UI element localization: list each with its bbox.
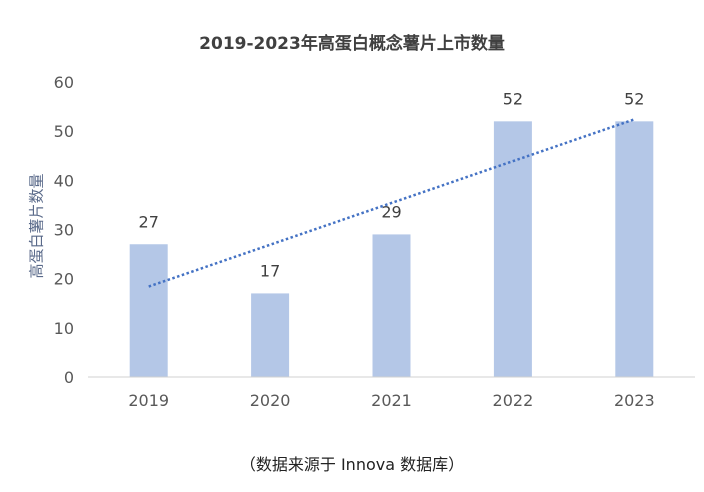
data-label: 52 (503, 89, 523, 108)
data-label: 52 (624, 89, 644, 108)
chart-title: 2019-2023年高蛋白概念薯片上市数量 (199, 34, 505, 54)
x-tick-label: 2023 (614, 391, 655, 410)
source-note: （数据来源于 Innova 数据库） (239, 455, 465, 474)
data-label: 29 (381, 202, 401, 221)
y-tick-label: 60 (54, 73, 74, 92)
bar (129, 244, 168, 377)
y-tick-label: 20 (54, 270, 74, 289)
bar (615, 121, 654, 377)
bar (493, 121, 532, 377)
x-tick-label: 2020 (250, 391, 291, 410)
y-tick-label: 0 (64, 368, 74, 387)
data-label: 27 (139, 212, 159, 231)
x-tick-label: 2019 (128, 391, 169, 410)
y-tick-label: 50 (54, 122, 74, 141)
trendline (148, 118, 635, 288)
y-tick-label: 10 (54, 319, 74, 338)
y-tick-label: 30 (54, 221, 74, 240)
x-tick-label: 2021 (371, 391, 412, 410)
x-tick-label: 2022 (493, 391, 534, 410)
bar (251, 293, 290, 377)
data-label: 17 (260, 261, 280, 280)
bar (372, 234, 411, 377)
y-tick-label: 40 (54, 171, 74, 190)
